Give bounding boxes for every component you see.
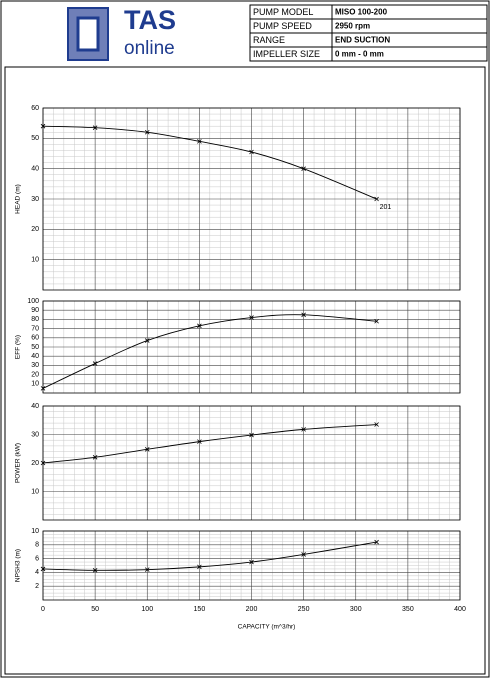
y-tick-label: 100 — [27, 298, 39, 305]
table-value: 0 mm - 0 mm — [335, 50, 384, 59]
y-axis-label: HEAD (m) — [15, 184, 22, 214]
point-marker — [40, 386, 46, 391]
y-tick-label: 60 — [31, 105, 39, 112]
point-marker — [301, 312, 306, 318]
point-marker — [374, 539, 379, 545]
y-tick-label: 20 — [31, 460, 39, 467]
point-marker — [249, 559, 254, 565]
point-marker — [144, 129, 150, 135]
chart-border — [4, 66, 486, 675]
table-value: MISO 100-200 — [335, 8, 388, 17]
point-marker — [40, 566, 46, 572]
y-tick-label: 90 — [31, 307, 39, 314]
plot-frame — [42, 530, 461, 601]
table-label: PUMP MODEL — [253, 7, 313, 17]
table-value: END SUCTION — [335, 36, 390, 45]
plot-frame — [42, 300, 461, 394]
x-tick-label: 50 — [91, 606, 99, 613]
y-tick-label: 4 — [35, 569, 39, 576]
logo-bottom: online — [124, 38, 175, 59]
y-tick-label: 2 — [35, 583, 39, 590]
info-table: PUMP MODEL MISO 100-200 PUMP SPEED 2950 rpm… — [249, 4, 488, 62]
point-marker — [144, 567, 150, 572]
y-tick-label: 30 — [31, 196, 39, 203]
point-marker — [374, 196, 379, 202]
logo: TAS online — [67, 5, 176, 61]
y-tick-label: 60 — [31, 335, 39, 342]
table-value: 2950 rpm — [335, 22, 370, 31]
x-tick-label: 350 — [402, 606, 414, 613]
y-tick-label: 8 — [35, 542, 39, 549]
point-marker — [249, 432, 254, 438]
x-tick-label: 100 — [141, 606, 153, 613]
y-tick-label: 20 — [31, 371, 39, 378]
table-label: IMPELLER SIZE — [253, 49, 320, 59]
y-tick-label: 6 — [35, 555, 39, 562]
y-tick-label: 50 — [31, 344, 39, 351]
y-tick-label: 70 — [31, 325, 39, 332]
y-tick-label: 40 — [31, 353, 39, 360]
x-tick-label: 250 — [298, 606, 310, 613]
table-label: PUMP SPEED — [253, 21, 312, 31]
curve-label: 201 — [380, 204, 392, 211]
point-marker — [92, 455, 98, 460]
point-marker — [374, 318, 379, 324]
x-tick-label: 0 — [41, 606, 45, 613]
point-marker — [197, 564, 202, 570]
x-tick-label: 300 — [350, 606, 362, 613]
point-marker — [92, 125, 98, 130]
y-tick-label: 30 — [31, 431, 39, 438]
y-axis-label: EFF (%) — [15, 335, 22, 359]
point-marker — [144, 338, 150, 343]
y-tick-label: 30 — [31, 362, 39, 369]
y-tick-label: 10 — [31, 488, 39, 495]
point-marker — [40, 460, 46, 466]
y-axis-label: POWER (kW) — [15, 443, 22, 483]
logo-icon-inner — [76, 16, 100, 52]
y-tick-label: 10 — [31, 528, 39, 535]
point-marker — [301, 166, 306, 171]
point-marker — [92, 568, 98, 573]
x-axis-label: CAPACITY (m^3/hr) — [238, 624, 296, 631]
y-tick-label: 80 — [31, 316, 39, 323]
y-tick-label: 10 — [31, 381, 39, 388]
y-tick-label: 40 — [31, 403, 39, 410]
y-tick-label: 10 — [31, 257, 39, 264]
point-marker — [197, 439, 202, 444]
point-marker — [249, 315, 254, 320]
y-tick-label: 40 — [31, 166, 39, 173]
y-axis-label: NPSH3 (m) — [15, 549, 22, 582]
point-marker — [92, 361, 98, 366]
point-marker — [197, 323, 202, 329]
point-marker — [301, 552, 306, 557]
point-marker — [249, 149, 254, 155]
logo-top: TAS — [124, 5, 176, 35]
plot-frame — [42, 107, 461, 291]
point-marker — [40, 123, 46, 129]
y-tick-label: 20 — [31, 226, 39, 233]
y-tick-label: 50 — [31, 135, 39, 142]
point-marker — [144, 447, 150, 452]
x-tick-label: 200 — [246, 606, 258, 613]
x-tick-label: 400 — [454, 606, 466, 613]
point-marker — [374, 422, 379, 427]
point-marker — [301, 427, 306, 432]
point-marker — [197, 139, 202, 144]
table-label: RANGE — [253, 35, 285, 45]
x-tick-label: 150 — [194, 606, 206, 613]
